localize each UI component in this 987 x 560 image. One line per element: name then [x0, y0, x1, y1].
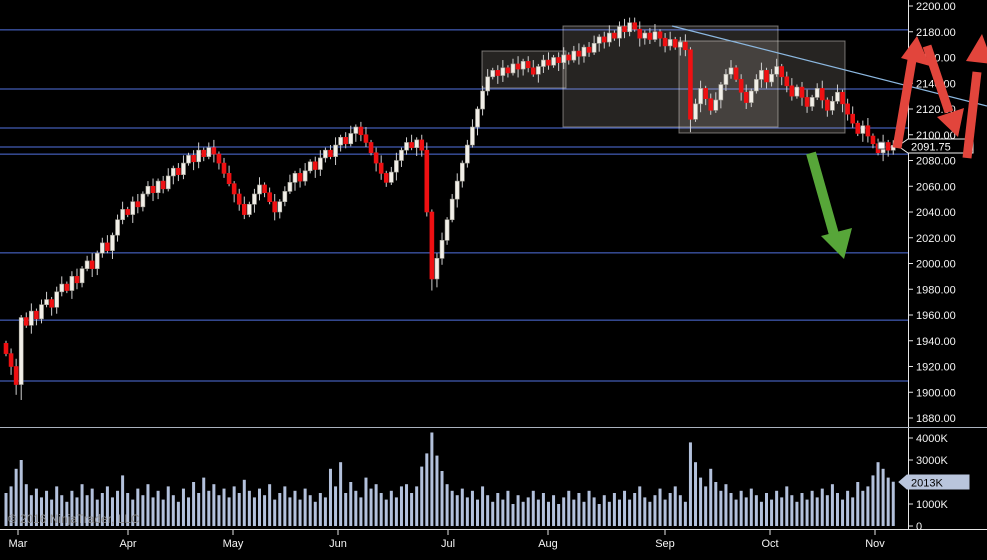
time-axis[interactable]: Mar Apr May Jun Jul Aug Sep Oct Nov	[9, 529, 886, 550]
price-axis-label: 1900.00	[916, 387, 956, 399]
price-marker-shape	[897, 138, 974, 154]
volume-axis-label: 0	[916, 521, 922, 533]
time-axis-label: Sep	[655, 538, 675, 550]
price-marker-value: 2091.75	[911, 142, 951, 154]
time-axis-label: Nov	[865, 538, 885, 550]
volume-axis-label: 1000K	[916, 499, 948, 511]
volume-series	[4, 432, 895, 526]
volume-axis[interactable]: 4000K 3000K 1000K 0	[908, 433, 948, 533]
price-axis-label: 2200.00	[916, 1, 956, 13]
current-volume-marker: 2013K	[898, 474, 970, 490]
price-level-lines[interactable]	[0, 29, 908, 382]
price-axis-label: 2000.00	[916, 259, 956, 271]
price-axis-label: 2080.00	[916, 156, 956, 168]
price-axis-label: 1920.00	[916, 362, 956, 374]
time-axis-label: May	[223, 538, 244, 550]
volume-axis-label: 3000K	[916, 455, 948, 467]
price-axis-label: 2040.00	[916, 207, 956, 219]
price-axis-label: 1980.00	[916, 284, 956, 296]
time-axis-label: Apr	[119, 538, 136, 550]
selection-handle[interactable]	[877, 141, 886, 150]
current-price-marker: 2091.75	[897, 138, 974, 154]
volume-axis-label: 4000K	[916, 433, 948, 445]
red-zigzag-arrow-3[interactable]	[962, 34, 987, 159]
price-axis-label: 1940.00	[916, 336, 956, 348]
time-axis-label: Mar	[9, 538, 28, 550]
price-axis-label: 2180.00	[916, 27, 956, 39]
red-zigzag-arrow-2[interactable]	[922, 44, 964, 137]
time-axis-label: Oct	[761, 538, 778, 550]
zone-box-aug[interactable]	[481, 50, 567, 89]
zone-box-oct[interactable]	[678, 40, 846, 134]
green-down-arrow[interactable]	[806, 151, 852, 259]
price-axis-label: 1960.00	[916, 310, 956, 322]
volume-marker-value: 2013K	[911, 478, 943, 490]
price-axis-label: 1880.00	[916, 413, 956, 425]
red-zigzag-arrow-1[interactable]	[892, 36, 930, 149]
time-axis-label: Jun	[329, 538, 347, 550]
candlestick-series	[3, 17, 896, 400]
time-axis-label: Jul	[441, 538, 455, 550]
price-axis-label: 2020.00	[916, 233, 956, 245]
volume-marker-shape	[898, 474, 970, 490]
price-axis-label: 2060.00	[916, 181, 956, 193]
time-axis-label: Aug	[538, 538, 558, 550]
descending-trendline[interactable]	[671, 25, 987, 107]
annotation-overlay[interactable]	[806, 34, 987, 259]
